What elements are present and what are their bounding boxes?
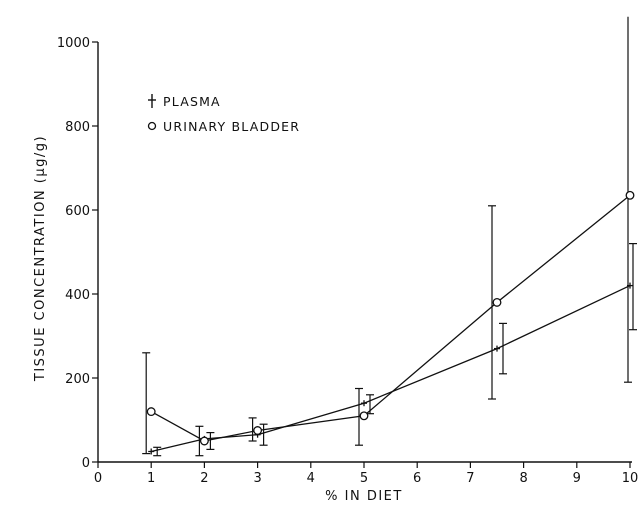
y-tick-label: 400 <box>65 288 90 303</box>
series-layer <box>142 16 637 457</box>
series-line-urinary-bladder <box>150 194 631 442</box>
legend-label-urinary-bladder: URINARY BLADDER <box>163 119 300 134</box>
x-tick-label: 5 <box>360 471 368 486</box>
y-axis-title: TISSUE CONCENTRATION (μg/g) <box>33 135 48 382</box>
series-line-plasma <box>151 285 631 453</box>
legend: PLASMA URINARY BLADDER <box>147 94 300 134</box>
data-point <box>148 448 155 455</box>
x-tick-label: 4 <box>307 471 315 486</box>
series-plasma <box>148 243 637 457</box>
y-tick-label: 200 <box>65 372 90 387</box>
x-tick-label: 2 <box>200 471 208 486</box>
legend-item-urinary-bladder: URINARY BLADDER <box>147 119 300 134</box>
x-tick-label: 3 <box>253 471 261 486</box>
axes: 0 1 2 3 4 5 6 7 8 9 10 0 200 400 600 800 1000 <box>57 36 638 486</box>
x-tick-label: 0 <box>94 471 102 486</box>
x-tick-label: 8 <box>519 471 527 486</box>
x-tick-label: 10 <box>622 471 639 486</box>
series-urinary-bladder <box>142 16 635 457</box>
y-tick-label: 1000 <box>57 36 90 51</box>
y-tick-label: 0 <box>82 456 90 471</box>
data-point <box>199 436 209 446</box>
x-tick-label: 1 <box>147 471 155 486</box>
data-point <box>494 345 500 352</box>
legend-item-plasma: PLASMA <box>148 94 221 109</box>
data-point <box>625 190 635 200</box>
data-point <box>359 411 369 421</box>
data-point <box>146 407 156 417</box>
x-tick-label: 6 <box>413 471 421 486</box>
x-axis-title: % IN DIET <box>325 489 403 504</box>
legend-label-plasma: PLASMA <box>163 94 221 109</box>
y-tick-label: 600 <box>65 204 90 219</box>
data-point <box>253 426 263 435</box>
x-tick-label: 9 <box>573 471 581 486</box>
data-point <box>492 297 502 307</box>
x-tick-label: 7 <box>466 471 474 486</box>
data-point <box>361 400 367 407</box>
y-tick-label: 800 <box>65 120 90 135</box>
